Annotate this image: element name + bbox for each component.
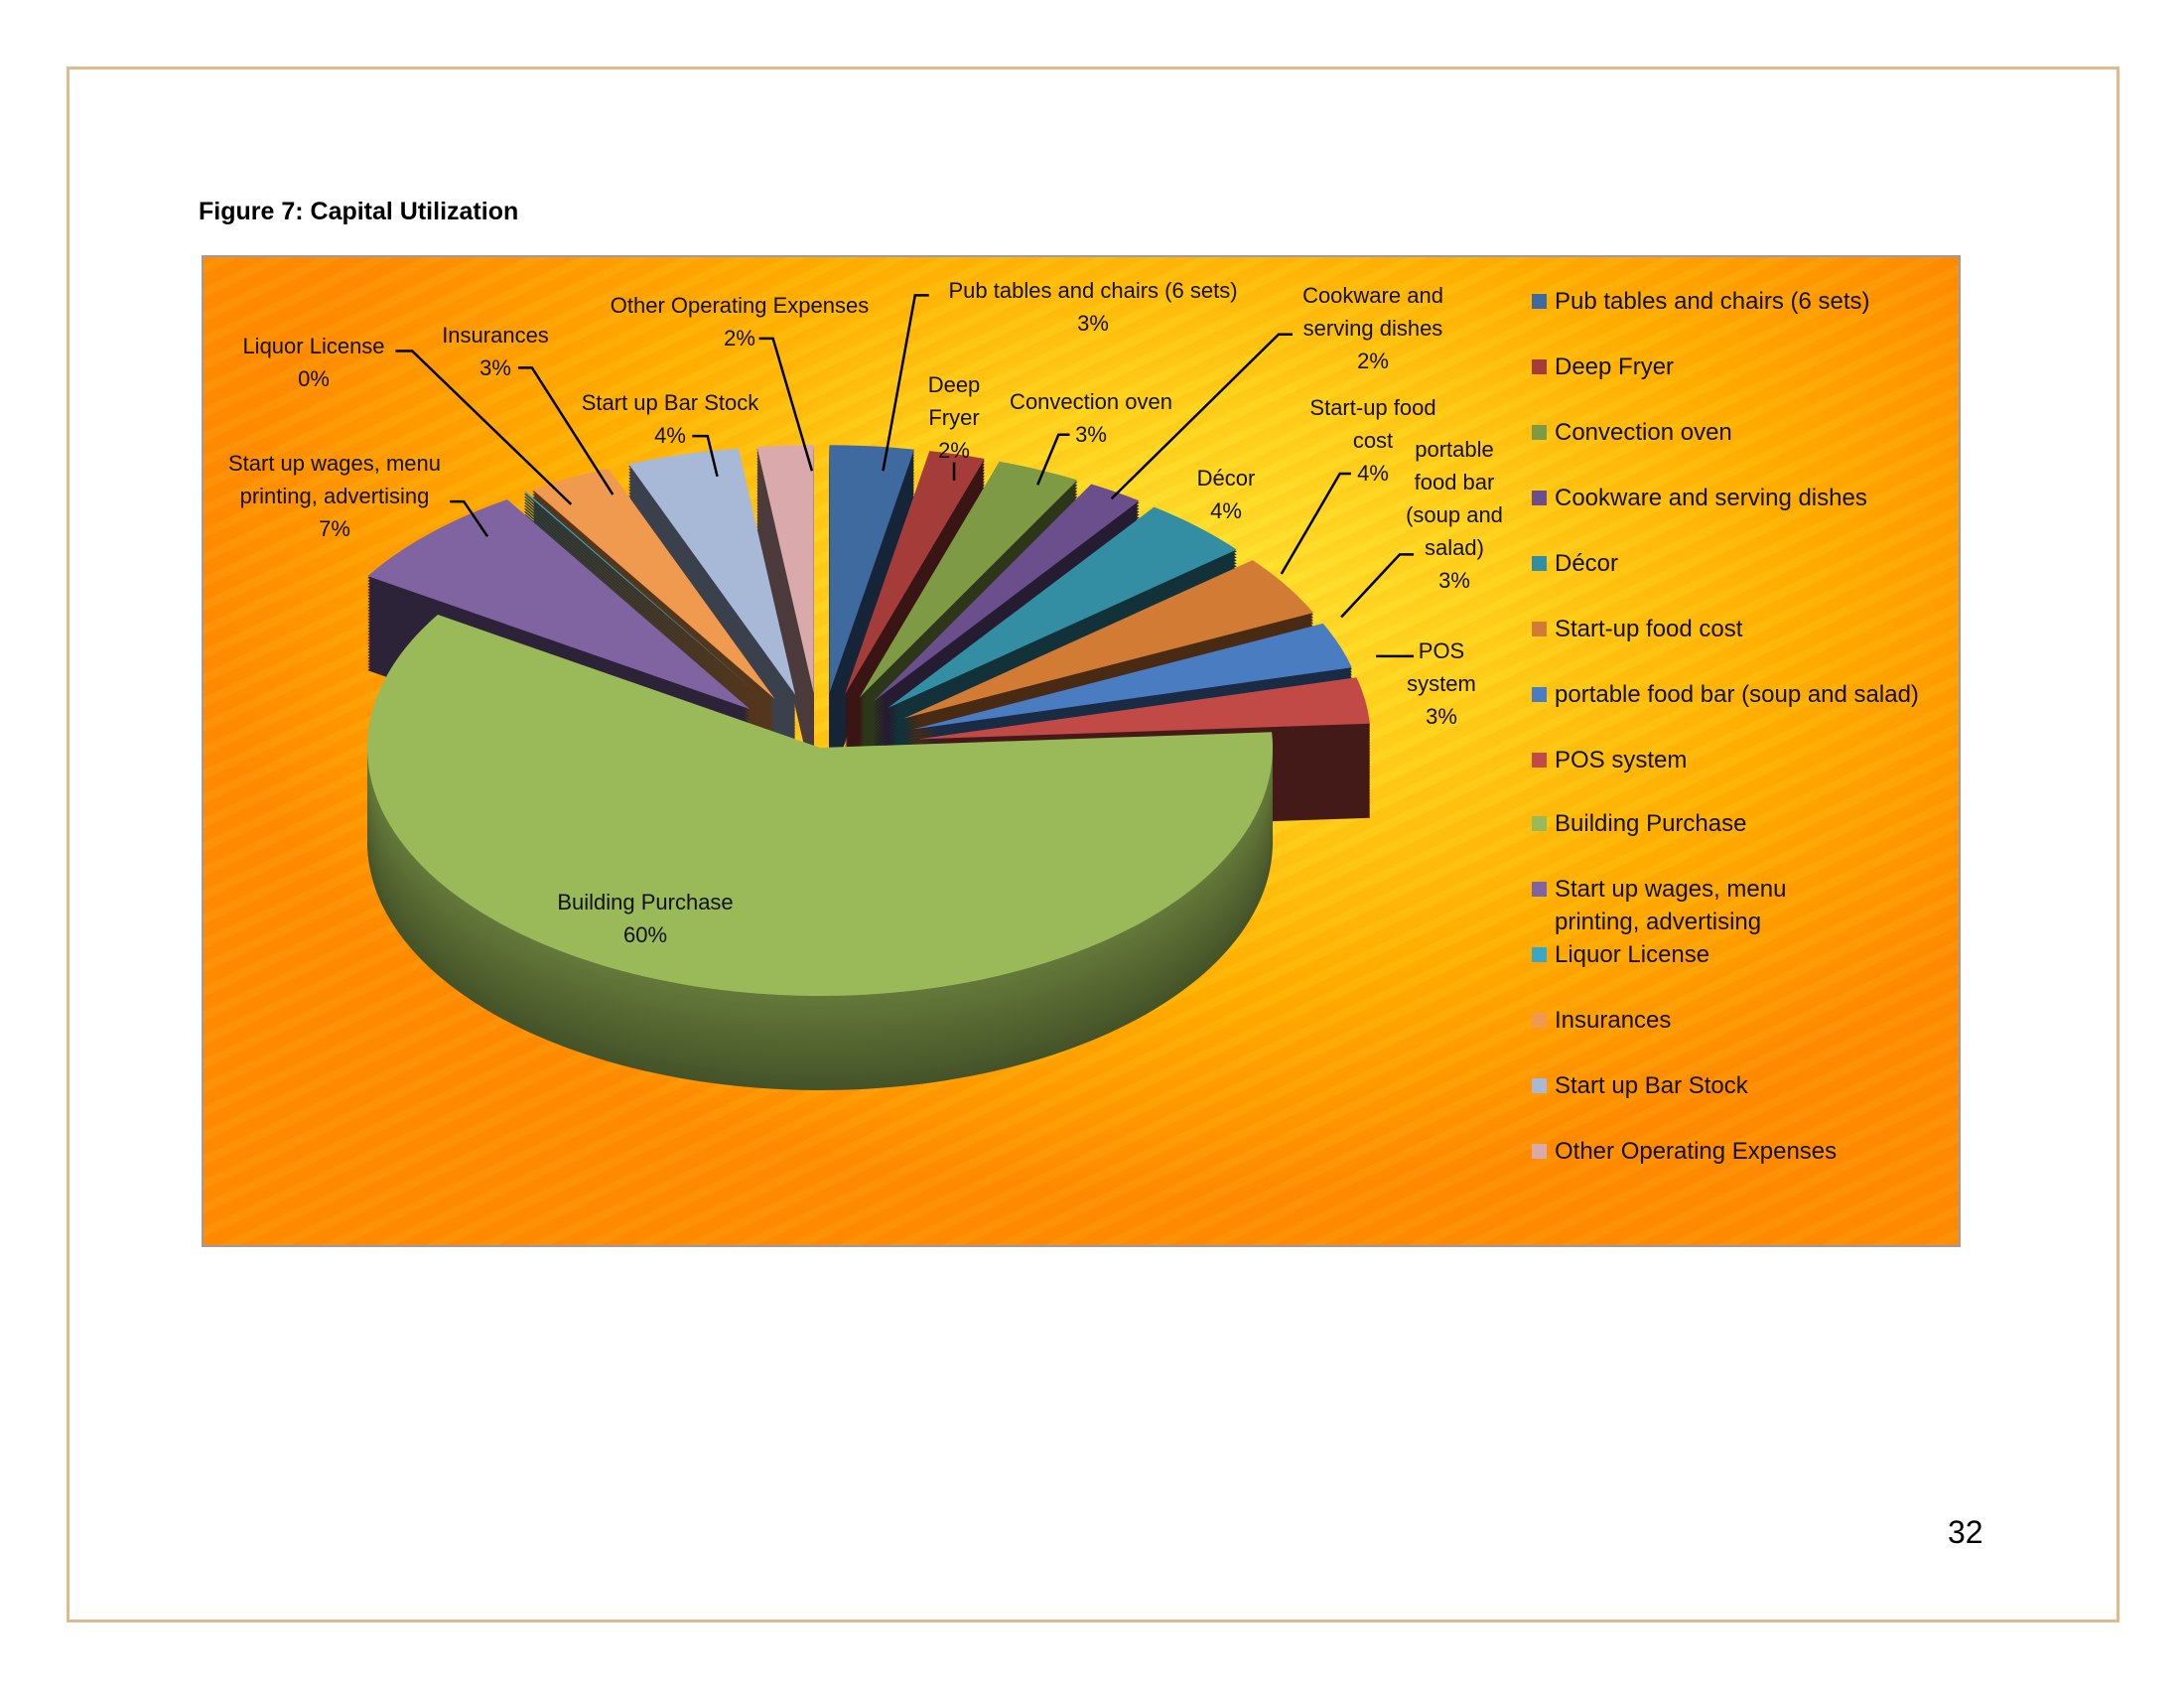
legend-label: Liquor License: [1555, 941, 1710, 968]
legend-item: Cookware and serving dishes: [1532, 482, 1952, 514]
data-label-portable-food-bar: portable food bar (soup and salad) 3%: [1406, 437, 1503, 593]
pie-slice-side: [524, 498, 767, 710]
pie-slice-side: [524, 501, 767, 713]
legend-label: Décor: [1555, 550, 1619, 577]
legend-label: Building Purchase: [1555, 810, 1747, 837]
legend-label: Insurances: [1555, 1007, 1672, 1034]
legend-swatch: [1532, 882, 1547, 897]
pie-slice-top: [829, 445, 914, 694]
pie-slice-top: [859, 461, 1078, 698]
pie-slice-other-operating-expenses: [756, 445, 814, 788]
leader-line: [1340, 553, 1415, 619]
data-label-bar-stock: Start up Bar Stock 4%: [581, 390, 759, 448]
pie-slice-top: [367, 499, 751, 710]
legend-swatch: [1532, 359, 1547, 374]
legend-label: Start up Bar Stock: [1555, 1072, 1748, 1099]
legend-item: Other Operating Expenses: [1532, 1135, 1952, 1168]
legend-item: Liquor License: [1532, 938, 1952, 971]
data-label-pub-tables: Pub tables and chairs (6 sets) 3%: [948, 278, 1238, 336]
data-label-pos-system: POS system 3%: [1407, 638, 1476, 729]
pie-slice-top: [756, 445, 814, 694]
figure-title: Figure 7: Capital Utilization: [199, 198, 519, 225]
leader-line: [517, 366, 614, 495]
data-label-convection-oven: Convection oven 3%: [1010, 389, 1172, 447]
pie-slice-top: [524, 491, 767, 702]
legend-label: Deep Fryer: [1555, 353, 1675, 380]
pie-slice-side: [524, 492, 767, 704]
data-label-deep-fryer: Deep Fryer 2%: [927, 372, 981, 463]
legend-item: Building Purchase: [1532, 807, 1952, 840]
pie-slice-top: [532, 468, 775, 699]
legend-swatch: [1532, 1013, 1547, 1028]
pie-slice-top: [903, 560, 1314, 719]
pie-slice-side: [524, 507, 767, 719]
leader-line: [450, 499, 489, 537]
legend-item: Start up wages, menu printing, advertisi…: [1532, 873, 1813, 938]
data-label-building-purchase: Building Purchase 60%: [557, 890, 734, 947]
legend-item: Décor: [1532, 547, 1952, 580]
legend-label: POS system: [1555, 747, 1688, 774]
legend-item: Insurances: [1532, 1004, 1952, 1037]
pie-slice-top: [628, 448, 796, 695]
data-label-other-expenses: Other Operating Expenses 2%: [610, 293, 870, 351]
pie-slice-building-purchase: [367, 615, 1274, 1090]
legend-swatch: [1532, 753, 1547, 768]
pie-slice-top: [367, 615, 1274, 996]
pie-slice-top: [917, 677, 1370, 740]
page-number: 32: [1948, 1514, 1983, 1550]
legend-item: Convection oven: [1532, 416, 1952, 449]
legend-item: POS system: [1532, 744, 1952, 776]
leader-line: [1110, 333, 1293, 500]
legend-item: Deep Fryer: [1532, 351, 1952, 383]
legend-item: Pub tables and chairs (6 sets): [1532, 285, 1952, 318]
leader-line: [692, 434, 719, 478]
legend-swatch: [1532, 1078, 1547, 1093]
data-label-cookware: Cookware and serving dishes 2%: [1302, 283, 1443, 373]
pie-slice-top: [887, 506, 1237, 708]
legend-label: Start up wages, menu printing, advertisi…: [1555, 876, 1787, 935]
pie-slice-side: [524, 510, 767, 722]
legend-swatch: [1532, 491, 1547, 505]
data-label-startup-wages: Start up wages, menu printing, advertisi…: [227, 451, 441, 541]
legend-swatch: [1532, 294, 1547, 309]
leader-line: [882, 294, 929, 472]
legend-label: Pub tables and chairs (6 sets): [1555, 288, 1870, 315]
leader-line: [1036, 433, 1070, 486]
pie-slice-top: [913, 623, 1352, 730]
legend-label: Convection oven: [1555, 419, 1732, 446]
legend-item: Start up Bar Stock: [1532, 1069, 1952, 1102]
legend-item: Start-up food cost: [1532, 613, 1952, 645]
legend-swatch: [1532, 425, 1547, 440]
legend-item: portable food bar (soup and salad): [1532, 678, 1952, 711]
leader-line: [395, 350, 573, 505]
pie-slice-top: [844, 451, 985, 695]
data-label-liquor-license: Liquor License 0%: [242, 334, 385, 391]
legend-label: Cookware and serving dishes: [1555, 485, 1867, 511]
leader-line: [758, 337, 814, 472]
data-label-startup-food: Start-up food cost 4%: [1309, 395, 1436, 486]
pie-slice-side: [524, 495, 767, 707]
legend-swatch: [1532, 816, 1547, 831]
legend-swatch: [1532, 947, 1547, 962]
pie-slice-side: [524, 504, 767, 716]
legend-label: Start-up food cost: [1555, 616, 1743, 642]
legend-swatch: [1532, 622, 1547, 636]
data-label-decor: Décor 4%: [1196, 466, 1256, 523]
data-label-insurances: Insurances 3%: [442, 323, 549, 380]
legend-swatch: [1532, 687, 1547, 702]
legend-label: portable food bar (soup and salad): [1555, 681, 1919, 708]
legend-swatch: [1532, 556, 1547, 571]
leader-line: [1280, 472, 1351, 575]
page-border: [67, 67, 2119, 1622]
pie-slice-top: [873, 484, 1140, 702]
legend-swatch: [1532, 1144, 1547, 1159]
legend-label: Other Operating Expenses: [1555, 1138, 1838, 1165]
